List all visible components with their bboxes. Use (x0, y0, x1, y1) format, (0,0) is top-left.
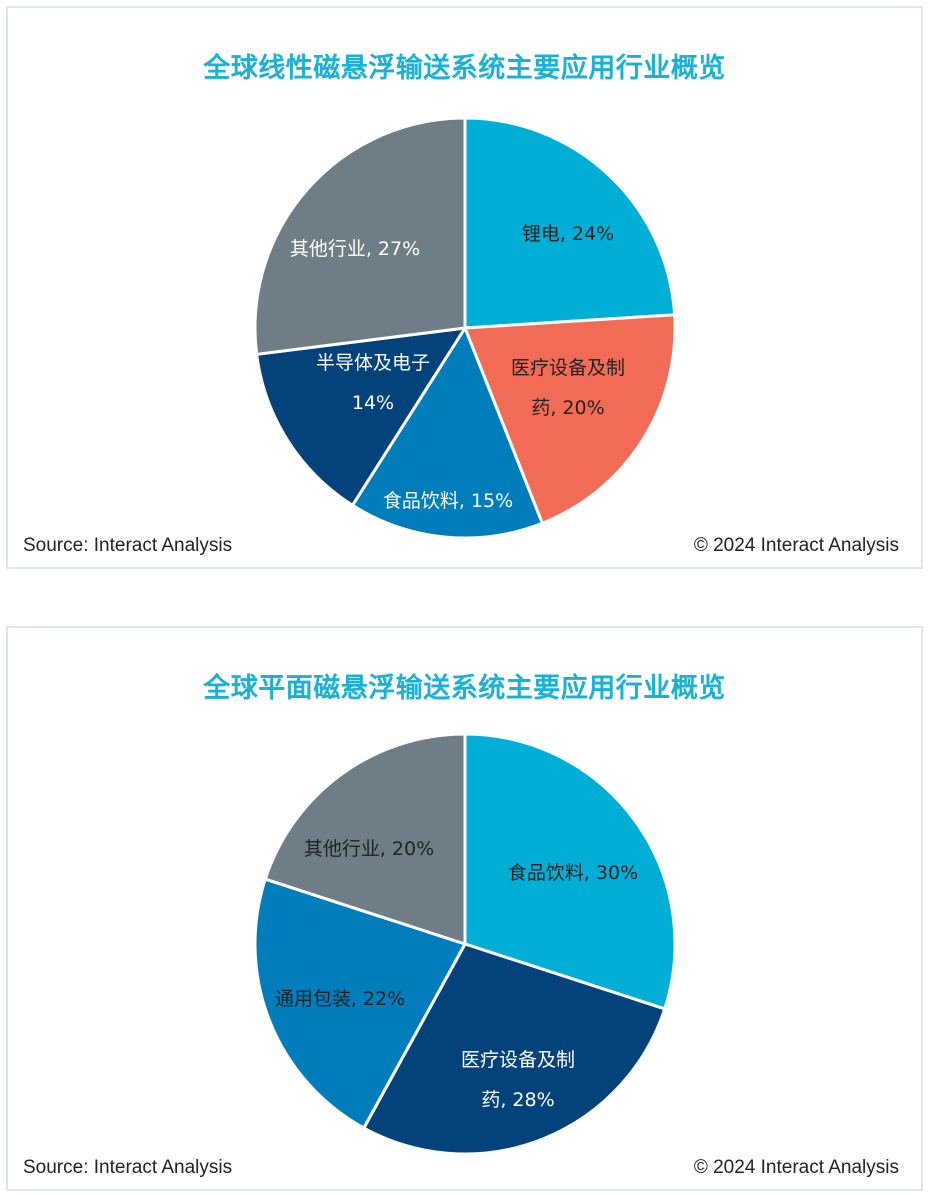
slice-label: 医疗设备及制药, 28% (461, 1049, 575, 1111)
slice-label: 其他行业, 27% (290, 238, 420, 260)
pie-slice (254, 326, 468, 508)
slice-label: 通用包装, 22% (275, 988, 405, 1010)
pie-slice (463, 732, 677, 1011)
slice-label: 食品饮料, 15% (383, 490, 513, 512)
pie-slice (253, 116, 467, 356)
slice-label: 食品饮料, 30% (508, 862, 638, 884)
pie-slice (361, 942, 667, 1156)
copyright-note: © 2024 Interact Analysis (693, 1157, 899, 1178)
pie-slice (463, 116, 677, 330)
chart-title: 全球平面磁悬浮输送系统主要应用行业概览 (203, 673, 726, 704)
chart-panel-planar: 全球平面磁悬浮输送系统主要应用行业概览 食品饮料, 30% 医疗设备及制药, 28… (6, 626, 923, 1191)
chart-panel-linear: 全球线性磁悬浮输送系统主要应用行业概览 锂电, 24% 医疗设备及制药, 20% 食… (6, 6, 923, 569)
slice-label: 其他行业, 20% (304, 838, 434, 860)
slice-label: 半导体及电子 14% (316, 352, 430, 414)
slice-label: 锂电, 24% (522, 223, 614, 245)
pie-slice (350, 324, 545, 540)
pie-chart-planar: 食品饮料, 30% 医疗设备及制药, 28% 通用包装, 22% 其他行业, 20% (253, 732, 677, 1156)
pie-slice (253, 877, 468, 1131)
pie-slice (263, 732, 467, 947)
copyright-note: © 2024 Interact Analysis (693, 535, 899, 556)
pie-slice (462, 313, 677, 526)
chart-title: 全球线性磁悬浮输送系统主要应用行业概览 (203, 53, 726, 84)
source-note: Source: Interact Analysis (23, 535, 233, 556)
source-note: Source: Interact Analysis (23, 1157, 233, 1178)
slice-label: 医疗设备及制药, 20% (511, 357, 625, 419)
pie-chart-linear: 锂电, 24% 医疗设备及制药, 20% 食品饮料, 15% 半导体及电子 14% 其他行… (253, 116, 677, 540)
